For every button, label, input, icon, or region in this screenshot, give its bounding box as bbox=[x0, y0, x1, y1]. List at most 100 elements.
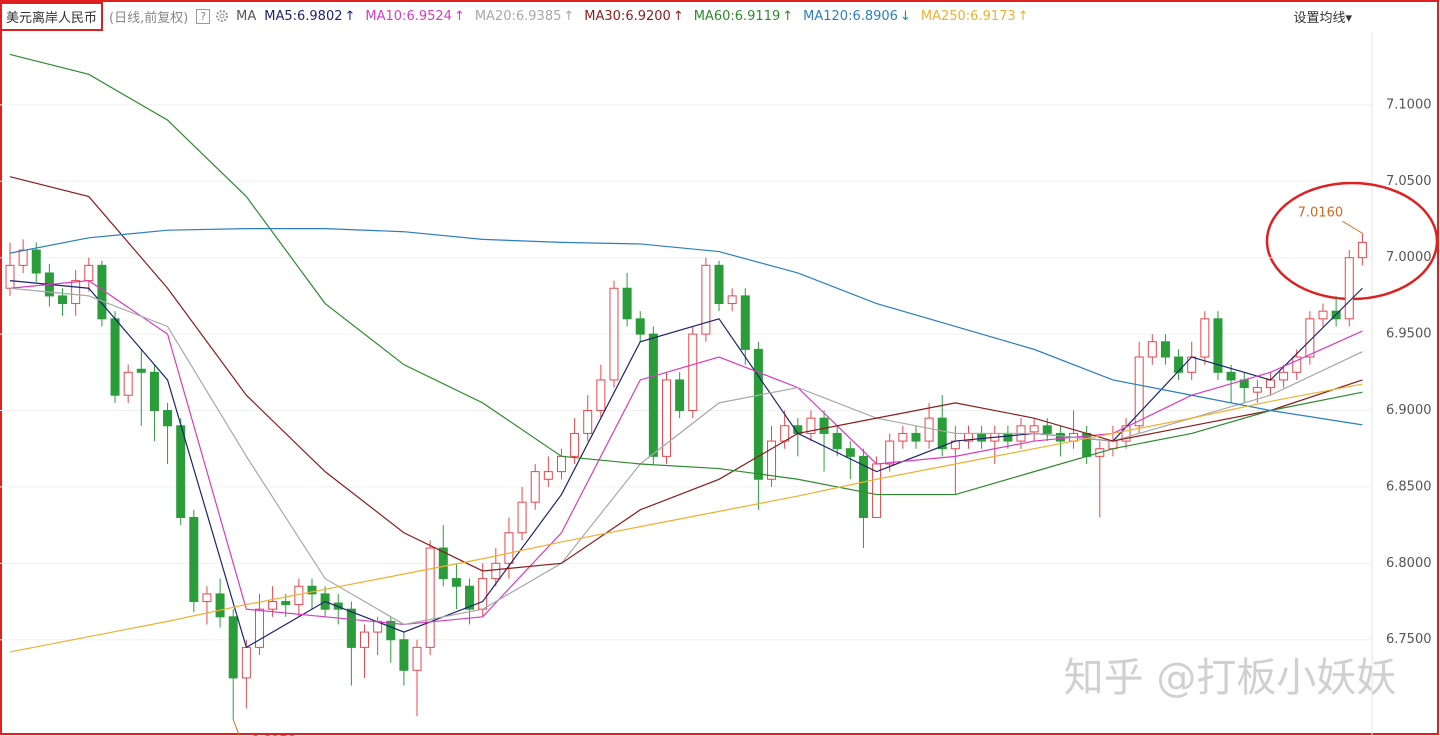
legend-arrow: ↑ bbox=[1017, 8, 1029, 24]
candle-body bbox=[71, 280, 81, 305]
y-tick-label: 7.0000 bbox=[1386, 250, 1432, 265]
candle-body bbox=[648, 333, 658, 457]
candle-body bbox=[832, 432, 842, 450]
candle-body bbox=[1160, 341, 1170, 358]
candle-body bbox=[806, 417, 816, 434]
legend-label: MA5:6.9802 bbox=[264, 8, 343, 24]
candle-body bbox=[281, 601, 291, 606]
candle-body bbox=[241, 646, 251, 679]
candle-body bbox=[1003, 432, 1013, 442]
y-tick-label: 6.9500 bbox=[1386, 327, 1432, 342]
candle-body bbox=[268, 601, 278, 610]
candle-body bbox=[1318, 310, 1328, 320]
candle-body bbox=[675, 379, 685, 412]
candle-body bbox=[662, 379, 671, 457]
header: 美元离岸人民币 (日线,前复权) ? MA MA5:6.9802 ↑ MA10:6.… bbox=[0, 0, 1440, 32]
legend: MA5:6.9802 ↑ MA10:6.9524 ↑ MA20:6.9385 ↑ MA30:… bbox=[264, 9, 1038, 24]
candle-body bbox=[504, 532, 514, 564]
candle-body bbox=[1357, 241, 1367, 259]
legend-label: MA30:6.9200 bbox=[584, 8, 671, 24]
legend-item: MA20:6.9385 ↑ bbox=[475, 9, 574, 24]
candle-body bbox=[1292, 356, 1302, 373]
ma-line bbox=[9, 383, 1363, 653]
candle-body bbox=[5, 264, 15, 289]
y-tick-label: 6.8500 bbox=[1386, 479, 1432, 494]
candle-body bbox=[58, 295, 68, 305]
settings-button[interactable]: 设置均线▾ bbox=[1293, 10, 1352, 26]
candle-body bbox=[478, 578, 488, 610]
candle-body bbox=[701, 264, 711, 335]
candle-body bbox=[386, 620, 396, 641]
legend-item: MA5:6.9802 ↑ bbox=[264, 9, 355, 24]
candle-body bbox=[438, 547, 448, 580]
watermark: 知乎 @打板小妖妖 bbox=[1064, 655, 1397, 701]
candle-body bbox=[215, 593, 225, 618]
title: 美元离岸人民币 bbox=[0, 1, 104, 31]
candle-body bbox=[753, 348, 763, 480]
candle-body bbox=[136, 368, 146, 373]
legend-item: MA120:6.8906 ↓ bbox=[803, 9, 911, 24]
candle-body bbox=[451, 578, 461, 587]
settings-icon[interactable] bbox=[214, 8, 230, 24]
legend-item: MA30:6.9200 ↑ bbox=[584, 9, 683, 24]
annotation-arrow bbox=[232, 719, 240, 736]
y-tick-label: 6.9000 bbox=[1386, 403, 1432, 418]
annotation-arrow bbox=[1342, 220, 1363, 234]
ma-line bbox=[9, 53, 1363, 496]
candle-body bbox=[123, 371, 133, 396]
candle-body bbox=[714, 264, 724, 305]
legend-arrow: ↑ bbox=[344, 8, 356, 24]
candle-body bbox=[1305, 318, 1315, 358]
candle-body bbox=[31, 249, 41, 274]
candle-body bbox=[517, 501, 527, 534]
candle-body bbox=[1226, 371, 1236, 381]
candle-body bbox=[491, 562, 501, 580]
candle-body bbox=[163, 410, 173, 427]
candle-body bbox=[767, 440, 777, 480]
ma-line bbox=[9, 279, 1363, 626]
candle-body bbox=[412, 646, 422, 671]
candle-body bbox=[1200, 318, 1210, 358]
legend-label: MA120:6.8906 bbox=[803, 8, 898, 24]
ma-line bbox=[9, 228, 1363, 426]
candle-body bbox=[609, 287, 619, 381]
candle-body bbox=[254, 608, 264, 648]
candle-body bbox=[1265, 379, 1275, 389]
candle-body bbox=[1029, 425, 1039, 433]
candle-body bbox=[556, 455, 566, 473]
candle-body bbox=[819, 417, 829, 434]
candle-body bbox=[1344, 257, 1354, 320]
candle-body bbox=[202, 593, 212, 603]
candle-body bbox=[1252, 387, 1262, 393]
candle-body bbox=[740, 295, 750, 350]
candle-body bbox=[635, 318, 645, 335]
legend-arrow: ↑ bbox=[453, 8, 465, 24]
legend-label: MA60:6.9119 bbox=[693, 8, 781, 24]
legend-label: MA10:6.9524 bbox=[365, 8, 452, 24]
candle-body bbox=[570, 432, 580, 457]
settings-label[interactable]: 设置均线 bbox=[1293, 10, 1346, 26]
candle-body bbox=[596, 379, 606, 412]
candle-body bbox=[898, 432, 908, 442]
candle-body bbox=[530, 471, 540, 503]
candle-body bbox=[228, 616, 238, 679]
candle-body bbox=[543, 471, 553, 480]
ma-line bbox=[9, 287, 1363, 626]
candle-body bbox=[885, 440, 895, 465]
candle-body bbox=[346, 608, 356, 648]
candle-body bbox=[399, 639, 409, 671]
candle-body bbox=[110, 318, 120, 396]
candle-body bbox=[425, 547, 435, 648]
candle-body bbox=[465, 585, 475, 610]
legend-item: MA60:6.9119 ↑ bbox=[694, 9, 793, 24]
candle-body bbox=[977, 432, 987, 442]
legend-item: MA250:6.9173 ↑ bbox=[921, 9, 1029, 24]
help-icon[interactable]: ? bbox=[196, 8, 211, 24]
ma-line bbox=[9, 176, 1363, 572]
legend-label: MA250:6.9173 bbox=[920, 8, 1016, 24]
legend-arrow: ↑ bbox=[672, 8, 684, 24]
candle-body bbox=[727, 295, 737, 305]
